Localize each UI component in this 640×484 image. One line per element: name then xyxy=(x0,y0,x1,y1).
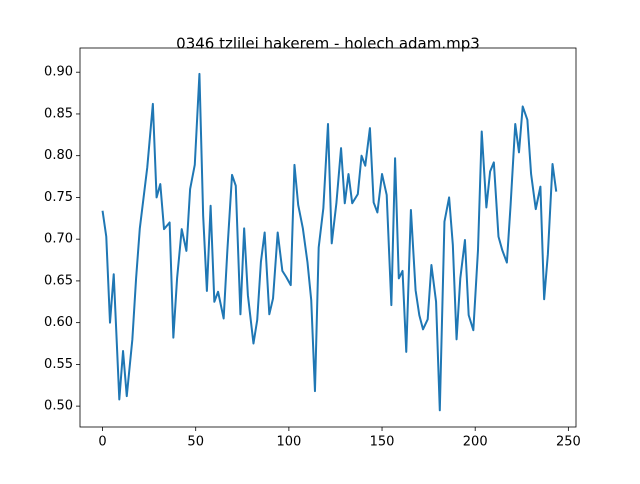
y-tick-label: 0.90 xyxy=(44,65,73,80)
y-tick-label: 0.70 xyxy=(44,232,73,247)
x-tick-label: 250 xyxy=(556,435,581,450)
x-tick-label: 0 xyxy=(98,435,106,450)
y-tick-label: 0.55 xyxy=(44,357,73,372)
chart-title: 0346 tzlilei hakerem - holech adam.mp3 xyxy=(176,35,480,53)
y-tick-label: 0.50 xyxy=(44,399,73,414)
x-tick-label: 150 xyxy=(370,435,395,450)
y-tick-label: 0.80 xyxy=(44,148,73,163)
y-tick-label: 0.85 xyxy=(44,106,73,121)
data-line xyxy=(101,72,558,412)
y-tick-label: 0.75 xyxy=(44,190,73,205)
y-tick-label: 0.65 xyxy=(44,273,73,288)
x-tick-label: 100 xyxy=(276,435,301,450)
x-tick-label: 200 xyxy=(463,435,488,450)
plot-frame xyxy=(79,47,577,428)
x-tick-label: 50 xyxy=(187,435,204,450)
y-tick-label: 0.60 xyxy=(44,315,73,330)
